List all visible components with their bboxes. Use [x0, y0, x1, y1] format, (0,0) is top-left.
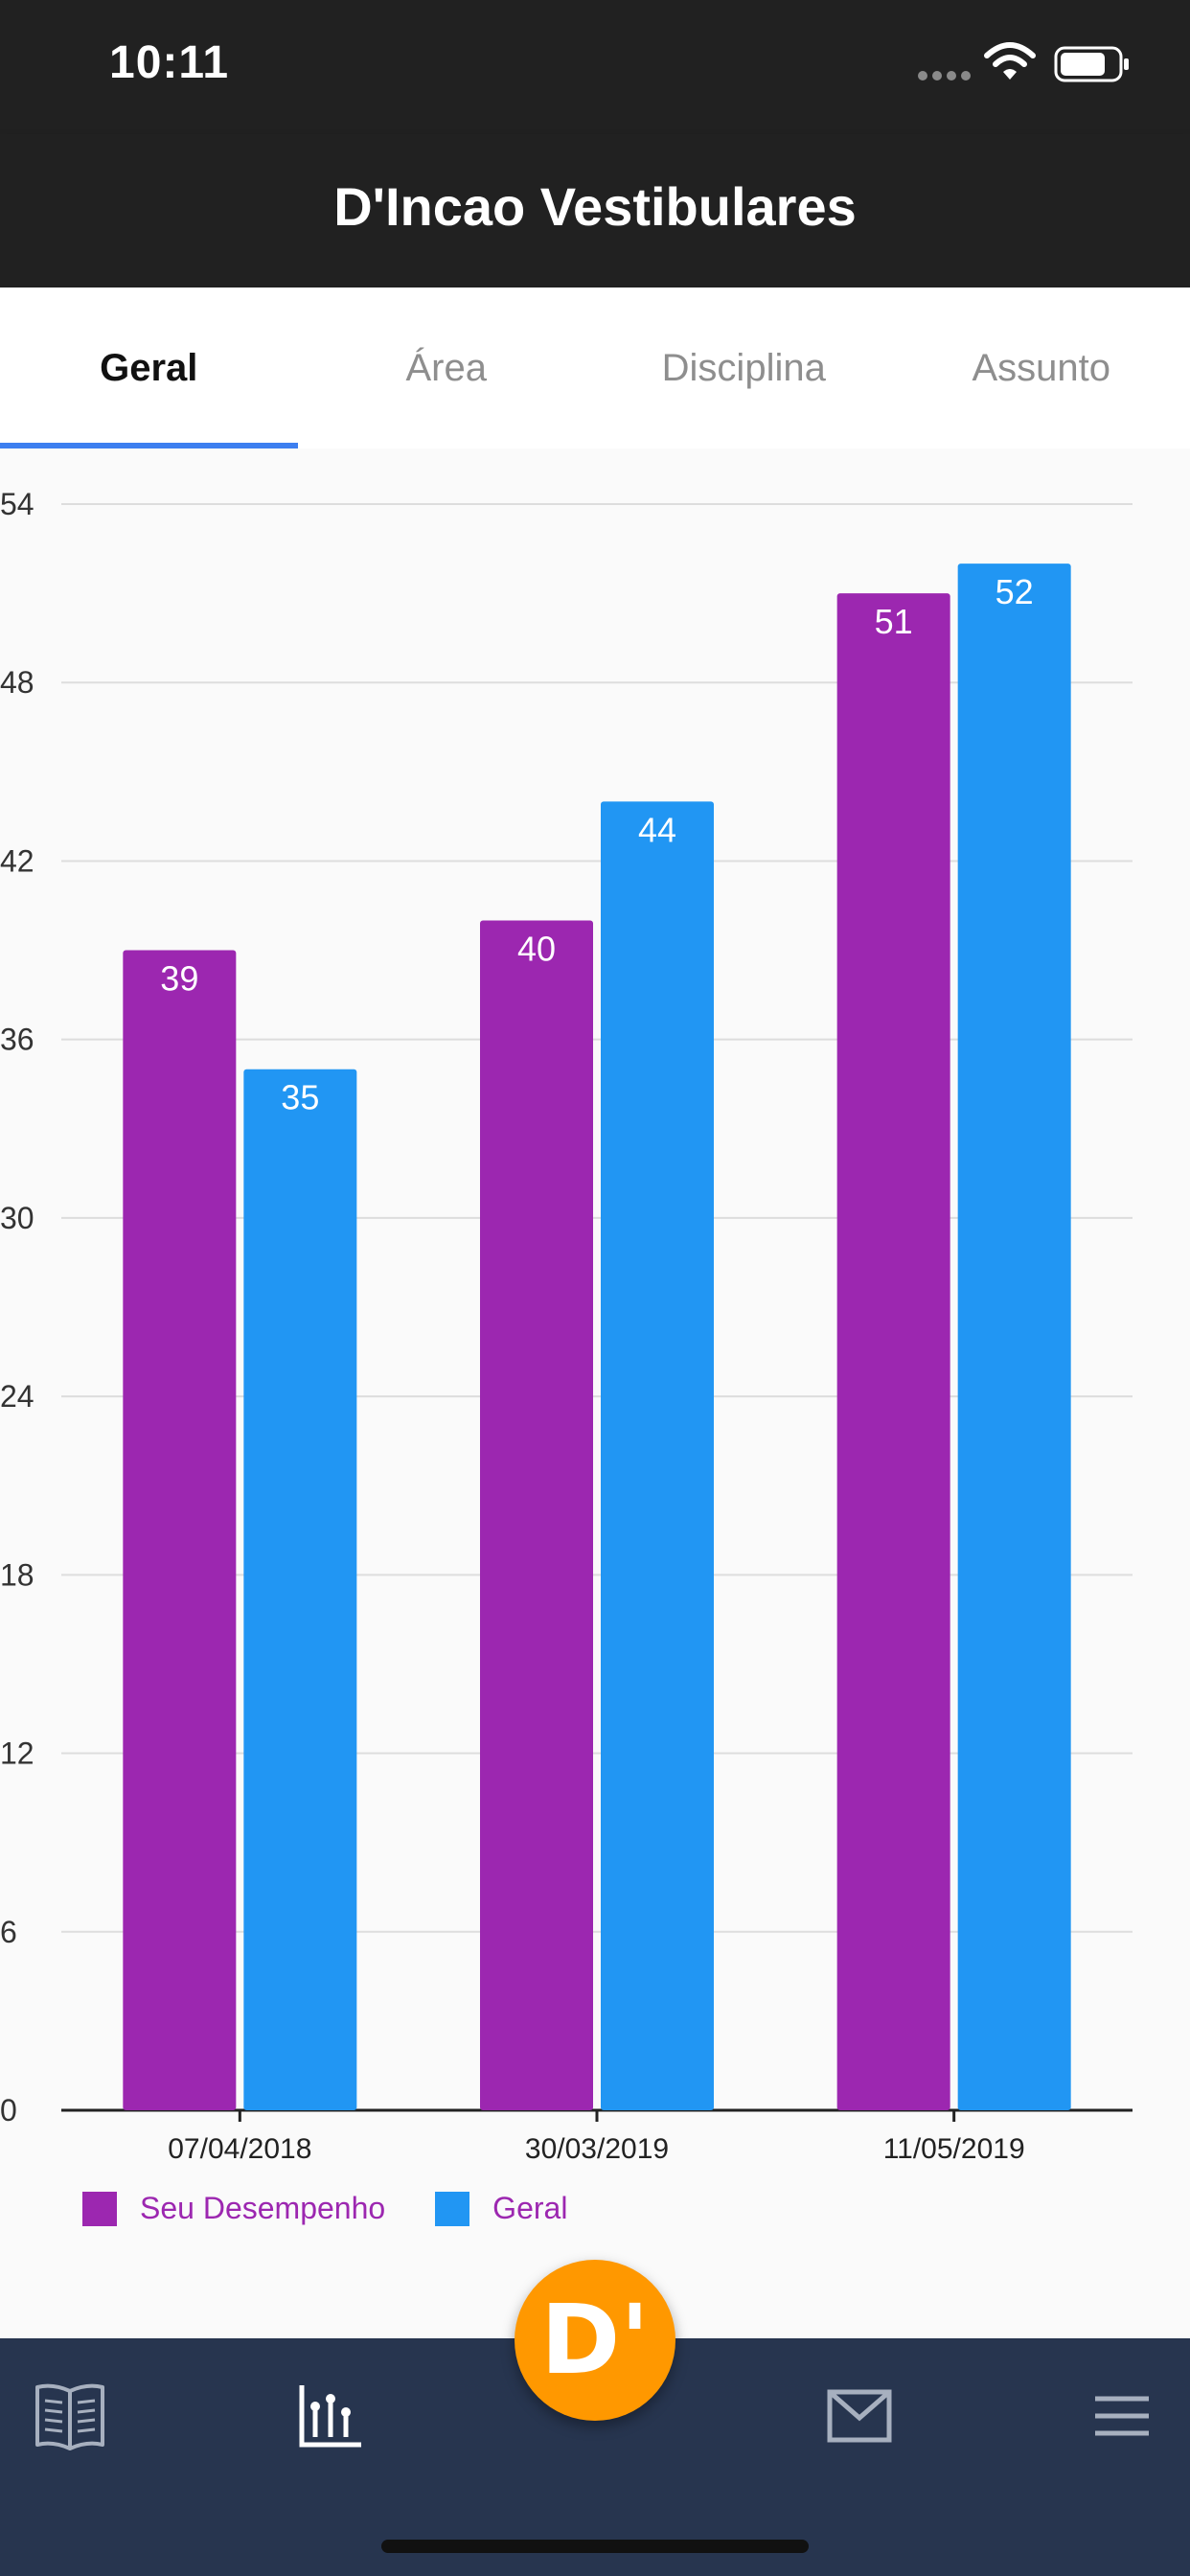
bar: [601, 801, 714, 2110]
x-tick-label: 11/05/2019: [883, 2133, 1025, 2165]
tab-bar: Geral Área Disciplina Assunto: [0, 288, 1190, 448]
mail-icon: [827, 2389, 892, 2443]
x-tick-label: 30/03/2019: [525, 2133, 669, 2165]
bar: [123, 950, 237, 2110]
legend-label-seu-desempenho: Seu Desempenho: [140, 2191, 386, 2225]
nav-item-book[interactable]: [27, 2373, 113, 2459]
legend-swatch-geral: [435, 2191, 470, 2226]
y-tick-label: 12: [0, 1736, 34, 1771]
app-bar: D'Incao Vestibulares: [0, 134, 1190, 288]
bar: [243, 1069, 357, 2110]
chart-area: 0 6 12 18 24 30 36 42 48 54 39 35 07/04/2018 40 44 30/0…: [0, 448, 1190, 2336]
nav-item-chart[interactable]: [287, 2373, 374, 2459]
legend-item-geral[interactable]: Geral: [435, 2191, 567, 2226]
y-tick-label: 18: [0, 1557, 34, 1592]
y-tick-label: 48: [0, 665, 34, 700]
bar-chart: 0 6 12 18 24 30 36 42 48 54 39 35 07/04/2018 40 44 30/0…: [0, 487, 1133, 2165]
legend-label-geral: Geral: [492, 2191, 568, 2225]
status-time: 10:11: [109, 37, 230, 88]
y-tick-label: 54: [0, 487, 34, 521]
bar-data-label: 35: [281, 1078, 319, 1117]
fab-dincao-button[interactable]: D': [515, 2260, 675, 2421]
wifi-icon: [984, 42, 1036, 80]
home-indicator: [381, 2540, 809, 2553]
tab-assunto[interactable]: Assunto: [972, 346, 1111, 389]
bar: [836, 593, 950, 2110]
y-tick-label: 42: [0, 843, 34, 878]
tab-disciplina[interactable]: Disciplina: [661, 346, 826, 389]
legend-swatch-seu-desempenho: [82, 2191, 117, 2226]
bar-data-label: 40: [517, 930, 556, 969]
bar-data-label: 52: [995, 572, 1034, 611]
bar: [480, 920, 593, 2110]
status-bar: 10:11: [0, 0, 1190, 134]
chart-legend: Seu Desempenho Geral: [82, 2191, 617, 2226]
signal-icon: [918, 71, 971, 80]
nav-item-menu[interactable]: [1079, 2373, 1165, 2459]
tab-area[interactable]: Área: [405, 346, 488, 389]
fab-logo: D': [540, 2284, 650, 2396]
legend-item-seu-desempenho[interactable]: Seu Desempenho: [82, 2191, 385, 2226]
chart-icon: [299, 2385, 361, 2448]
y-tick-label: 0: [0, 2093, 17, 2128]
bar-data-label: 39: [160, 959, 198, 999]
bar: [957, 564, 1071, 2110]
y-tick-label: 24: [0, 1379, 34, 1414]
y-tick-label: 36: [0, 1023, 34, 1057]
bar-data-label: 44: [638, 810, 676, 849]
y-tick-label: 6: [0, 1915, 17, 1949]
battery-icon: [1054, 46, 1129, 82]
bar-data-label: 51: [875, 602, 913, 641]
y-tick-label: 30: [0, 1201, 34, 1235]
menu-icon: [1095, 2396, 1149, 2436]
book-icon: [35, 2383, 104, 2450]
tab-geral[interactable]: Geral: [0, 288, 298, 448]
nav-item-mail[interactable]: [816, 2373, 903, 2459]
x-tick-label: 07/04/2018: [168, 2133, 311, 2165]
app-title: D'Incao Vestibulares: [333, 176, 857, 237]
